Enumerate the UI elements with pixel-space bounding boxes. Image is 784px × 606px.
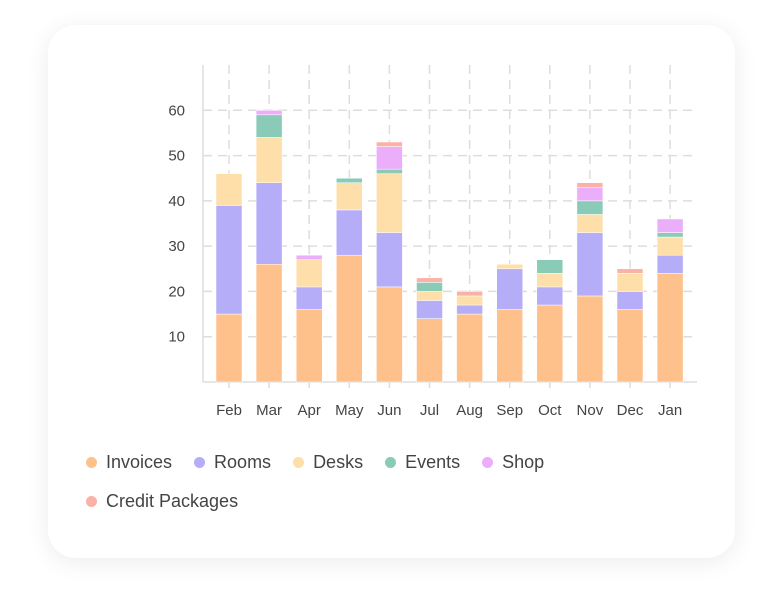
legend-label: Desks [313, 452, 364, 472]
bar-segment-shop [576, 187, 604, 202]
bar-segment-desks [376, 173, 403, 233]
bar-segment-desks [656, 236, 684, 256]
legend-dot-icon [194, 457, 206, 468]
bar-segment-invoices [255, 264, 283, 383]
bar-segment-rooms [616, 291, 644, 310]
bar-segment-invoices [376, 286, 403, 383]
x-tick-label: Jan [658, 402, 682, 419]
bar-segment-events [576, 200, 604, 215]
y-tick-label: 40 [168, 193, 185, 210]
x-tick-label: Dec [617, 402, 644, 419]
bar-segment-shop [255, 110, 283, 116]
bar-segment-invoices [416, 318, 443, 383]
legend-label: Events [405, 452, 461, 472]
bar-segment-invoices [536, 304, 564, 383]
bar-segment-credit-packages [616, 268, 644, 274]
legend-dot-icon [86, 496, 97, 507]
bar-segment-credit-packages [576, 182, 604, 188]
bar-segment-credit-packages [376, 141, 403, 147]
bar-segment-events [336, 177, 363, 183]
legend-dot-icon [385, 457, 397, 468]
y-tick-label: 20 [168, 283, 185, 300]
bar-segment-desks [496, 264, 523, 270]
bar-segment-rooms [496, 268, 523, 310]
legend-label: Invoices [106, 452, 173, 472]
x-tick-label: Jul [420, 402, 439, 419]
bar-segment-desks [576, 214, 604, 233]
legend-item[interactable]: Desks [293, 450, 363, 475]
bar-segment-invoices [215, 313, 243, 383]
bar-segment-invoices [616, 309, 644, 383]
y-tick-label: 50 [168, 148, 185, 165]
legend-item[interactable]: Shop [482, 450, 544, 475]
bar-segment-desks [215, 173, 243, 206]
legend-label: Rooms [214, 452, 272, 472]
bar-segment-desks [255, 137, 283, 183]
x-tick-label: Jun [377, 402, 401, 419]
bar-segment-rooms [416, 300, 443, 319]
legend-dot-icon [482, 457, 494, 468]
x-tick-label: Nov [577, 402, 604, 419]
bar-segment-rooms [215, 205, 243, 315]
x-tick-label: Mar [256, 402, 282, 419]
bar-segment-desks [456, 295, 483, 306]
bar-segment-invoices [336, 254, 363, 383]
bar-segment-rooms [536, 286, 564, 306]
bar-segment-invoices [295, 309, 323, 383]
legend-item[interactable]: Events [385, 450, 460, 475]
legend-item[interactable]: Credit Packages [86, 489, 238, 514]
bar-segment-events [255, 114, 283, 138]
bar-segment-rooms [295, 286, 323, 310]
bar-segment-credit-packages [456, 291, 483, 297]
bar-segment-rooms [576, 232, 604, 297]
bar-segment-rooms [376, 232, 403, 288]
bar-segment-invoices [576, 295, 604, 383]
bar-segment-shop [376, 146, 403, 170]
legend-label: Shop [502, 452, 545, 472]
bar-segment-credit-packages [416, 277, 443, 283]
legend-item[interactable]: Invoices [86, 450, 172, 475]
bar-segment-invoices [656, 273, 684, 383]
bar-segment-shop [656, 218, 684, 233]
bar-segment-shop [295, 254, 323, 260]
bar-segment-events [536, 259, 564, 274]
bar-segment-desks [416, 291, 443, 301]
bar-segment-events [656, 232, 684, 238]
x-tick-label: Sep [496, 402, 523, 419]
x-tick-label: Aug [456, 402, 483, 419]
bar-segment-desks [336, 182, 363, 211]
x-tick-label: Feb [216, 402, 242, 419]
bar-segment-events [376, 168, 403, 174]
bar-segment-desks [536, 273, 564, 288]
bar-segment-rooms [336, 209, 363, 256]
x-tick-label: Apr [298, 402, 321, 419]
bar-segment-invoices [456, 313, 483, 383]
bar-segment-rooms [656, 254, 684, 274]
legend-dot-icon [293, 457, 305, 468]
bar-segment-desks [616, 273, 644, 292]
bar-segment-rooms [255, 182, 283, 265]
x-tick-label: Oct [538, 402, 562, 419]
bar-segment-events [416, 282, 443, 292]
y-tick-label: 30 [168, 238, 185, 255]
bar-segment-rooms [456, 304, 483, 315]
x-tick-label: May [335, 402, 364, 419]
y-tick-label: 60 [168, 102, 185, 119]
y-tick-label: 10 [168, 329, 185, 346]
legend-dot-icon [86, 457, 97, 468]
legend-item[interactable]: Rooms [194, 450, 271, 475]
bar-segment-invoices [496, 309, 523, 383]
legend-label: Credit Packages [106, 491, 239, 511]
bar-segment-desks [295, 259, 323, 288]
legend: Invoices Rooms Desks Events Shop Credit Packa… [86, 450, 646, 514]
